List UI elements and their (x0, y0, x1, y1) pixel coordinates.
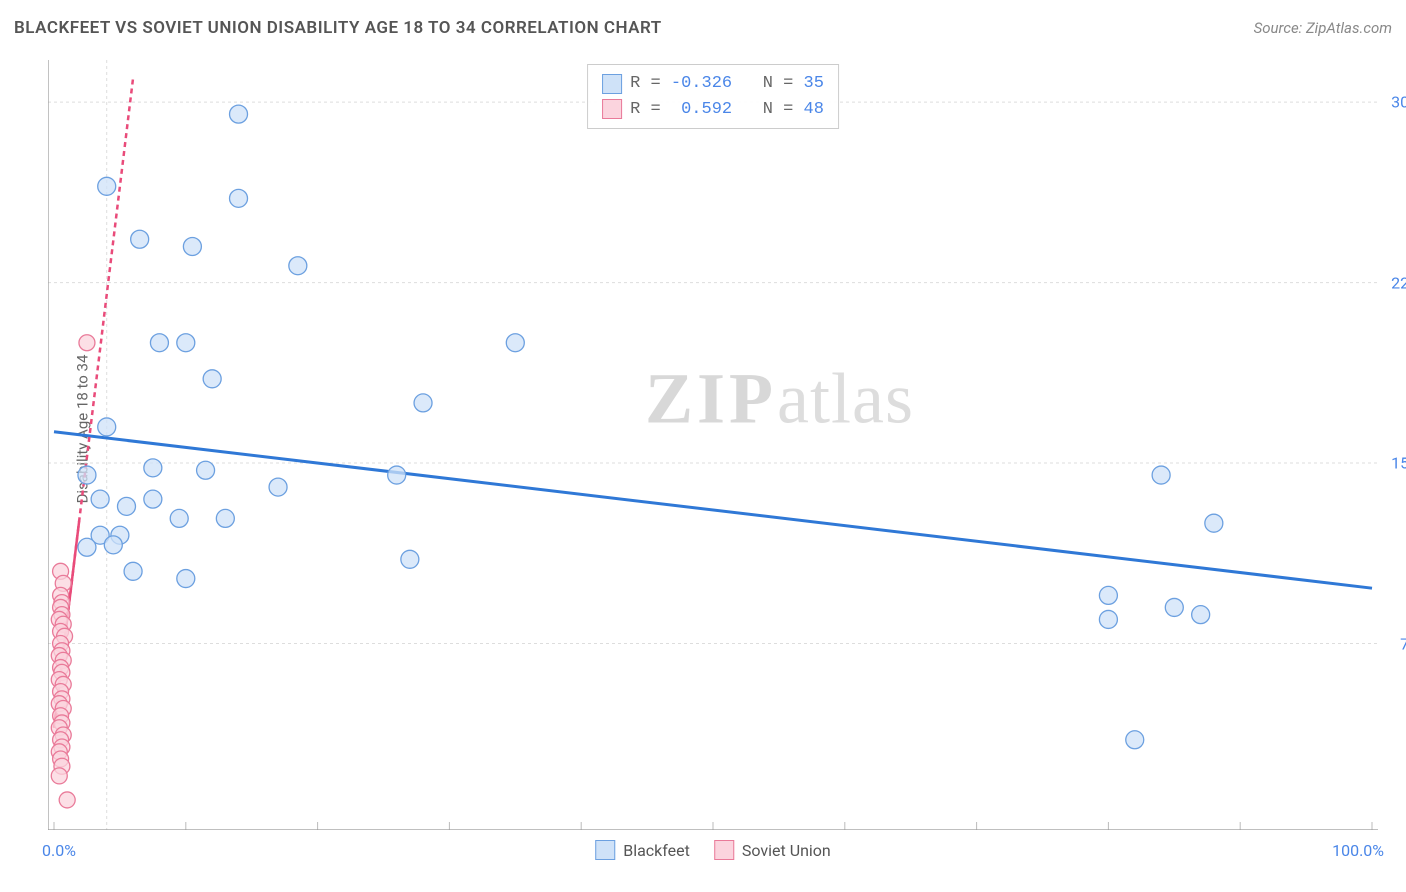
legend-swatch (595, 840, 615, 860)
source-attribution: Source: ZipAtlas.com (1254, 19, 1392, 37)
y-tick-label: 30.0% (1391, 93, 1406, 112)
stats-legend-text: R = 0.592 N = 48 (630, 97, 824, 123)
source-label: Source: (1254, 19, 1306, 37)
plot-area: ZIPatlas R = -0.326 N = 35R = 0.592 N = … (48, 60, 1378, 830)
y-tick-label: 15.0% (1391, 454, 1406, 473)
series-legend-label: Soviet Union (742, 841, 831, 860)
stats-legend-text: R = -0.326 N = 35 (630, 71, 824, 97)
stats-legend: R = -0.326 N = 35R = 0.592 N = 48 (587, 64, 839, 129)
y-tick-label: 7.5% (1400, 634, 1406, 653)
source-value: ZipAtlas.com (1306, 19, 1392, 37)
stats-legend-row: R = -0.326 N = 35 (602, 71, 824, 97)
legend-swatch (602, 99, 622, 119)
stats-legend-row: R = 0.592 N = 48 (602, 97, 824, 123)
legend-swatch (714, 840, 734, 860)
scatter-chart (48, 60, 1378, 830)
y-tick-label: 22.5% (1391, 273, 1406, 292)
series-legend-label: Blackfeet (623, 841, 690, 860)
legend-swatch (602, 74, 622, 94)
series-legend-item-blackfeet: Blackfeet (595, 840, 690, 860)
series-legend-item-soviet: Soviet Union (714, 840, 831, 860)
x-tick-label-min: 0.0% (42, 841, 76, 860)
chart-header: BLACKFEET VS SOVIET UNION DISABILITY AGE… (14, 18, 1392, 38)
chart-title: BLACKFEET VS SOVIET UNION DISABILITY AGE… (14, 18, 662, 38)
series-legend: Blackfeet Soviet Union (595, 840, 831, 860)
x-tick-label-max: 100.0% (1332, 841, 1384, 860)
